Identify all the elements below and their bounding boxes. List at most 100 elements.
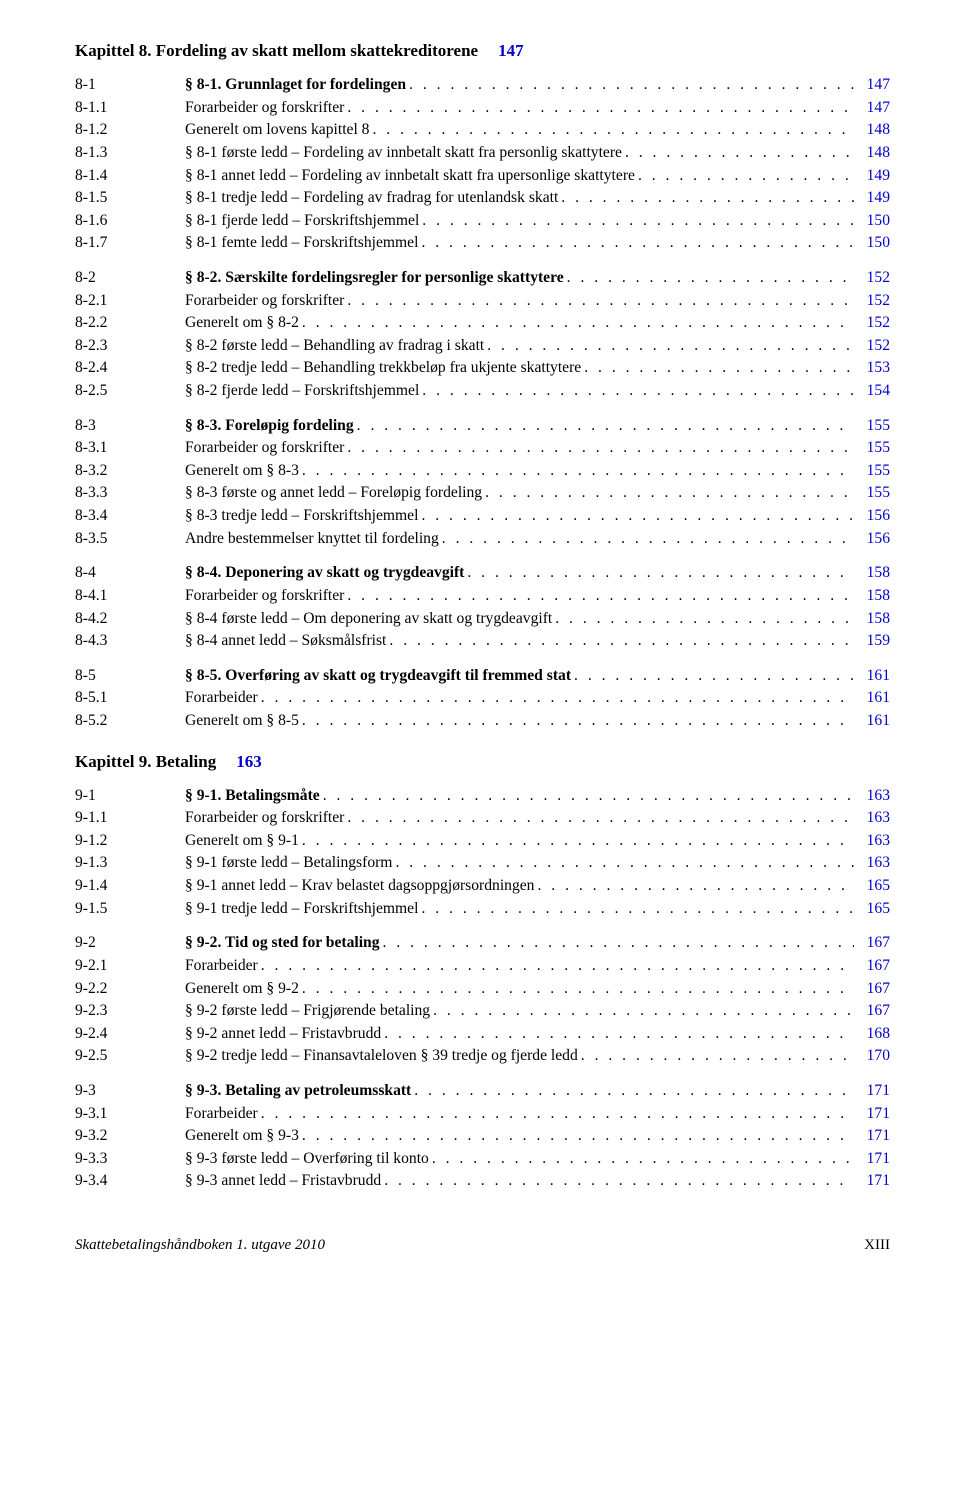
toc-page-link[interactable]: 163 <box>854 852 890 875</box>
toc-entry: 9-2§ 9-2. Tid og sted for betaling. . . … <box>75 932 890 955</box>
toc-entry: 8-3.5Andre bestemmelser knyttet til ford… <box>75 528 890 551</box>
chapter-title-text: Kapittel 8. Fordeling av skatt mellom sk… <box>75 41 478 60</box>
toc-entry: 9-2.3§ 9-2 første ledd – Frigjørende bet… <box>75 1000 890 1023</box>
toc-entry-text: § 8-3 første og annet ledd – Foreløpig f… <box>185 482 482 505</box>
toc-entry-text: Forarbeider og forskrifter <box>185 97 344 120</box>
toc-leader-dots: . . . . . . . . . . . . . . . . . . . . … <box>558 187 854 210</box>
toc-leader-dots: . . . . . . . . . . . . . . . . . . . . … <box>299 1125 854 1148</box>
section-gap <box>75 255 890 267</box>
toc-entry-text: § 8-1 femte ledd – Forskriftshjemmel <box>185 232 418 255</box>
toc-entry: 8-1.4§ 8-1 annet ledd – Fordeling av inn… <box>75 165 890 188</box>
toc-page-link[interactable]: 150 <box>854 210 890 233</box>
toc-page-link[interactable]: 161 <box>854 710 890 733</box>
toc-entry: 9-3.4§ 9-3 annet ledd – Fristavbrudd. . … <box>75 1170 890 1193</box>
toc-entry-text: Generelt om § 9-3 <box>185 1125 299 1148</box>
toc-page-link[interactable]: 155 <box>854 460 890 483</box>
toc-page-link[interactable]: 147 <box>854 74 890 97</box>
toc-page-link[interactable]: 152 <box>854 267 890 290</box>
toc-page-link[interactable]: 165 <box>854 875 890 898</box>
toc-page-link[interactable]: 163 <box>854 807 890 830</box>
toc-entry-text: § 8-1 tredje ledd – Fordeling av fradrag… <box>185 187 558 210</box>
chapter-page-link[interactable]: 163 <box>236 752 262 771</box>
toc-entry-text: § 8-4 første ledd – Om deponering av ska… <box>185 608 552 631</box>
toc-page-link[interactable]: 153 <box>854 357 890 380</box>
toc-page-link[interactable]: 149 <box>854 165 890 188</box>
toc-entry-number: 8-2 <box>75 267 185 290</box>
toc-entry-number: 9-2 <box>75 932 185 955</box>
toc-page-link[interactable]: 158 <box>854 585 890 608</box>
toc-entry-text: Generelt om § 8-3 <box>185 460 299 483</box>
section-gap <box>75 920 890 932</box>
toc-page-link[interactable]: 161 <box>854 665 890 688</box>
toc-entry: 9-3.3§ 9-3 første ledd – Overføring til … <box>75 1148 890 1171</box>
toc-entry-number: 9-2.3 <box>75 1000 185 1023</box>
toc-page-link[interactable]: 155 <box>854 437 890 460</box>
toc-entry: 8-3.4§ 8-3 tredje ledd – Forskriftshjemm… <box>75 505 890 528</box>
toc-entry-number: 9-1 <box>75 785 185 808</box>
toc-page-link[interactable]: 170 <box>854 1045 890 1068</box>
toc-page-link[interactable]: 171 <box>854 1170 890 1193</box>
toc-entry-text: § 9-2. Tid og sted for betaling <box>185 932 380 955</box>
chapter-title: Kapittel 9. Betaling163 <box>75 751 890 773</box>
toc-entry-text: § 9-3 første ledd – Overføring til konto <box>185 1148 429 1171</box>
toc-page-link[interactable]: 156 <box>854 505 890 528</box>
toc-entry: 8-2.5§ 8-2 fjerde ledd – Forskriftshjemm… <box>75 380 890 403</box>
toc-page-link[interactable]: 155 <box>854 415 890 438</box>
toc-entry-text: § 8-3. Foreløpig fordeling <box>185 415 354 438</box>
toc-page-link[interactable]: 149 <box>854 187 890 210</box>
toc-entry-number: 9-3.1 <box>75 1103 185 1126</box>
toc-entry-number: 8-4.3 <box>75 630 185 653</box>
toc-page-link[interactable]: 155 <box>854 482 890 505</box>
toc-leader-dots: . . . . . . . . . . . . . . . . . . . . … <box>299 312 854 335</box>
toc-page-link[interactable]: 163 <box>854 785 890 808</box>
toc-page-link[interactable]: 167 <box>854 1000 890 1023</box>
toc-page-link[interactable]: 167 <box>854 978 890 1001</box>
toc-page-link[interactable]: 161 <box>854 687 890 710</box>
toc-leader-dots: . . . . . . . . . . . . . . . . . . . . … <box>386 630 854 653</box>
toc-page-link[interactable]: 167 <box>854 955 890 978</box>
toc-leader-dots: . . . . . . . . . . . . . . . . . . . . … <box>622 142 854 165</box>
toc-page-link[interactable]: 163 <box>854 830 890 853</box>
toc-page-link[interactable]: 171 <box>854 1125 890 1148</box>
toc-leader-dots: . . . . . . . . . . . . . . . . . . . . … <box>406 74 854 97</box>
toc-page-link[interactable]: 152 <box>854 312 890 335</box>
toc-entry-number: 8-1 <box>75 74 185 97</box>
toc-leader-dots: . . . . . . . . . . . . . . . . . . . . … <box>429 1148 854 1171</box>
toc-page-link[interactable]: 152 <box>854 290 890 313</box>
toc-entry-text: Forarbeider <box>185 1103 258 1126</box>
toc-page-link[interactable]: 171 <box>854 1103 890 1126</box>
toc-entry: 8-3.2Generelt om § 8-3. . . . . . . . . … <box>75 460 890 483</box>
toc-page-link[interactable]: 158 <box>854 562 890 585</box>
toc-page-link[interactable]: 148 <box>854 142 890 165</box>
toc-leader-dots: . . . . . . . . . . . . . . . . . . . . … <box>369 119 854 142</box>
toc-leader-dots: . . . . . . . . . . . . . . . . . . . . … <box>581 357 854 380</box>
toc-entry-number: 9-1.5 <box>75 898 185 921</box>
toc-page-link[interactable]: 150 <box>854 232 890 255</box>
toc-entry-number: 9-3.4 <box>75 1170 185 1193</box>
footer-left: Skattebetalingshåndboken 1. utgave 2010 <box>75 1237 325 1254</box>
toc-entry-number: 8-4.1 <box>75 585 185 608</box>
toc-entry: 8-1.3§ 8-1 første ledd – Fordeling av in… <box>75 142 890 165</box>
toc-page-link[interactable]: 167 <box>854 932 890 955</box>
toc-page-link[interactable]: 152 <box>854 335 890 358</box>
toc-entry-number: 8-1.4 <box>75 165 185 188</box>
toc-page-link[interactable]: 156 <box>854 528 890 551</box>
toc-page-link[interactable]: 168 <box>854 1023 890 1046</box>
toc-entry: 8-2.4§ 8-2 tredje ledd – Behandling trek… <box>75 357 890 380</box>
toc-entry-text: § 9-1 annet ledd – Krav belastet dagsopp… <box>185 875 534 898</box>
toc-entry: 8-2.1Forarbeider og forskrifter. . . . .… <box>75 290 890 313</box>
toc-page-link[interactable]: 165 <box>854 898 890 921</box>
toc-page-link[interactable]: 171 <box>854 1080 890 1103</box>
toc-page-link[interactable]: 159 <box>854 630 890 653</box>
chapter-page-link[interactable]: 147 <box>498 41 524 60</box>
toc-page-link[interactable]: 158 <box>854 608 890 631</box>
toc-entry-number: 8-3.4 <box>75 505 185 528</box>
toc-page-link[interactable]: 148 <box>854 119 890 142</box>
toc-leader-dots: . . . . . . . . . . . . . . . . . . . . … <box>344 97 854 120</box>
chapter-gap <box>75 733 890 751</box>
toc-page-link[interactable]: 154 <box>854 380 890 403</box>
toc-entry-text: § 9-1 tredje ledd – Forskriftshjemmel <box>185 898 418 921</box>
toc-entry-number: 9-2.5 <box>75 1045 185 1068</box>
toc-page-link[interactable]: 171 <box>854 1148 890 1171</box>
toc-page-link[interactable]: 147 <box>854 97 890 120</box>
